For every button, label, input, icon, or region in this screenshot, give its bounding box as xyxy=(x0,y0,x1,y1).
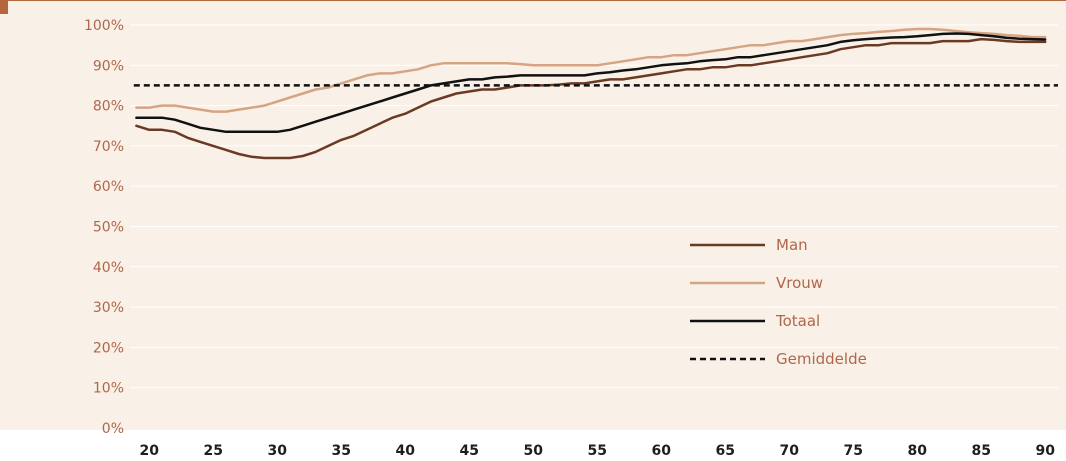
x-tick-label: 75 xyxy=(843,443,862,459)
y-tick-label: 60% xyxy=(93,179,124,195)
series-line-man xyxy=(135,37,1047,160)
legend-label-totaal: Totaal xyxy=(775,312,820,330)
x-tick-label: 40 xyxy=(395,443,415,459)
y-tick-label: 80% xyxy=(93,99,124,115)
y-tick-label: 40% xyxy=(93,260,124,276)
y-tick-label: 70% xyxy=(93,139,124,155)
y-tick-label: 20% xyxy=(93,340,124,356)
x-tick-label: 45 xyxy=(459,443,478,459)
legend-label-man: Man xyxy=(776,236,808,254)
x-tick-label: 35 xyxy=(331,443,350,459)
x-tick-label: 55 xyxy=(587,443,606,459)
legend: Man Vrouw Totaal Gemiddelde xyxy=(690,236,867,368)
x-tick-label: 80 xyxy=(907,443,927,459)
x-tick-label: 85 xyxy=(971,443,990,459)
y-tick-label: 90% xyxy=(93,58,124,74)
x-tick-label: 25 xyxy=(203,443,222,459)
y-tick-label: 30% xyxy=(93,300,124,316)
x-tick-label: 70 xyxy=(779,443,799,459)
chart-background xyxy=(0,0,1066,430)
x-tick-label: 60 xyxy=(651,443,671,459)
y-tick-label: 10% xyxy=(93,381,124,397)
y-tick-label: 100% xyxy=(84,18,124,34)
series-line-totaal xyxy=(135,32,1047,134)
y-axis-ticks: 0% 10% 20% 30% 40% 50% 60% 70% 80% 90% 100% xyxy=(84,18,124,437)
y-tick-label: 50% xyxy=(93,220,124,236)
series-lines xyxy=(133,27,1058,160)
y-tick-label: 0% xyxy=(102,421,124,437)
corner-marker xyxy=(0,0,8,14)
x-tick-label: 30 xyxy=(267,443,287,459)
legend-label-vrouw: Vrouw xyxy=(776,274,823,292)
x-tick-label: 65 xyxy=(715,443,734,459)
x-tick-label: 90 xyxy=(1035,443,1055,459)
x-axis-ticks: 20 25 30 35 40 45 50 55 60 65 70 75 80 85 90 xyxy=(139,443,1055,459)
series-line-vrouw xyxy=(135,27,1047,113)
legend-label-gemiddelde: Gemiddelde xyxy=(776,350,867,368)
x-tick-label: 20 xyxy=(139,443,159,459)
x-tick-label: 50 xyxy=(523,443,543,459)
